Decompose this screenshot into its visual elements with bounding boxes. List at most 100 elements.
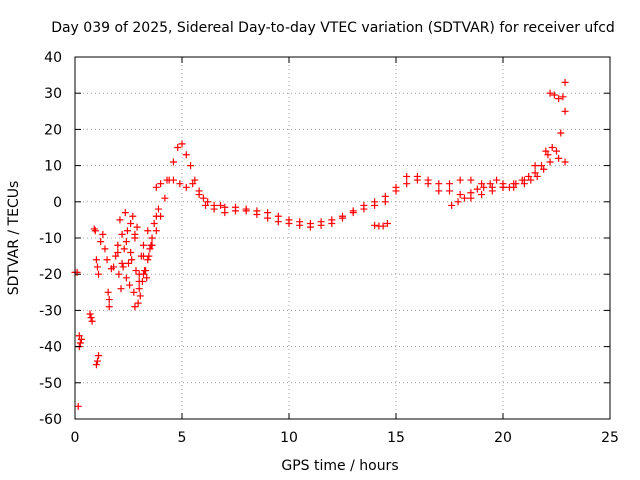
data-point [349, 209, 357, 217]
data-point [143, 274, 151, 282]
x-tick-label: 5 [178, 430, 187, 446]
data-point [456, 176, 464, 184]
data-point [163, 176, 171, 184]
data-point [97, 238, 105, 246]
data-point [182, 183, 190, 191]
data-point [199, 194, 207, 202]
data-point [139, 252, 147, 260]
data-point [518, 176, 526, 184]
data-point [381, 198, 389, 206]
data-point [553, 147, 560, 155]
data-point [285, 220, 293, 228]
data-point [129, 212, 137, 220]
y-tick-label: 10 [44, 159, 62, 175]
x-tick-label: 25 [601, 430, 619, 446]
data-point [253, 210, 261, 218]
data-point [148, 234, 156, 242]
data-point [92, 361, 100, 369]
data-point [119, 263, 127, 271]
y-tick-label: 20 [44, 122, 62, 138]
data-point [88, 317, 96, 325]
data-point [91, 227, 99, 235]
y-tick-label: -60 [39, 412, 62, 428]
data-point [157, 180, 165, 188]
data-point [435, 180, 443, 188]
data-point [139, 270, 147, 278]
data-point [152, 227, 160, 235]
data-point [480, 183, 488, 191]
data-point [117, 285, 125, 293]
data-point [505, 183, 513, 191]
data-point [161, 194, 169, 202]
data-point [126, 281, 134, 289]
data-point [546, 158, 554, 166]
y-tick-label: -40 [39, 340, 62, 356]
data-point [446, 180, 453, 188]
data-point [134, 299, 142, 307]
data-point [77, 335, 85, 343]
data-point [187, 162, 195, 170]
data-point [533, 172, 541, 180]
data-point [127, 220, 135, 228]
data-point [493, 176, 501, 184]
data-point [264, 214, 272, 222]
data-point [379, 222, 387, 230]
data-point [538, 162, 546, 170]
data-point [92, 256, 100, 264]
data-point [95, 270, 103, 278]
data-point [544, 151, 552, 159]
data-point [112, 252, 120, 260]
data-point [152, 183, 160, 191]
data-point [525, 172, 533, 180]
chart-title: Day 039 of 2025, Sidereal Day-to-day VTE… [51, 20, 615, 36]
data-point [221, 209, 229, 217]
data-point [114, 241, 122, 249]
y-tick-label: -20 [39, 267, 62, 283]
data-point [467, 189, 475, 197]
data-point [478, 180, 486, 188]
data-point [460, 194, 468, 202]
data-point [101, 245, 109, 253]
data-point [176, 180, 184, 188]
data-point [499, 180, 507, 188]
data-point [122, 238, 130, 246]
data-point [204, 198, 212, 206]
x-axis-label: GPS time / hours [281, 458, 398, 474]
data-point [154, 205, 162, 213]
data-point [105, 296, 113, 304]
data-point [242, 207, 250, 215]
data-point [136, 292, 144, 300]
data-point [210, 205, 218, 213]
data-point [132, 267, 140, 275]
y-tick-label: 0 [53, 195, 62, 211]
data-points [71, 78, 569, 410]
data-point [148, 241, 156, 249]
y-tick-labels: -60 -50 -40 -30 -20 -10 0 10 20 30 40 [39, 50, 62, 428]
data-point [555, 154, 563, 162]
data-point [74, 402, 82, 410]
data-point [110, 263, 118, 271]
data-point [317, 221, 325, 229]
data-point [86, 310, 94, 318]
data-point [448, 201, 456, 209]
data-point [371, 221, 379, 229]
data-point [182, 151, 190, 159]
data-point [141, 267, 149, 275]
y-tick-label: 40 [44, 50, 62, 66]
y-tick-label: -10 [39, 231, 62, 247]
data-point [546, 89, 554, 97]
data-point [296, 221, 304, 229]
data-point [103, 256, 111, 264]
x-tick-label: 15 [387, 430, 405, 446]
y-tick-label: 30 [44, 86, 62, 102]
y-axis-label: SDTVAR / TECUs [6, 181, 22, 296]
data-point [555, 95, 563, 103]
data-point [144, 256, 152, 264]
data-point [99, 230, 107, 238]
series-late-excursion [448, 78, 569, 209]
x-tick-label: 20 [494, 430, 512, 446]
data-point [561, 158, 569, 166]
data-point [146, 245, 154, 253]
data-point [93, 357, 101, 365]
